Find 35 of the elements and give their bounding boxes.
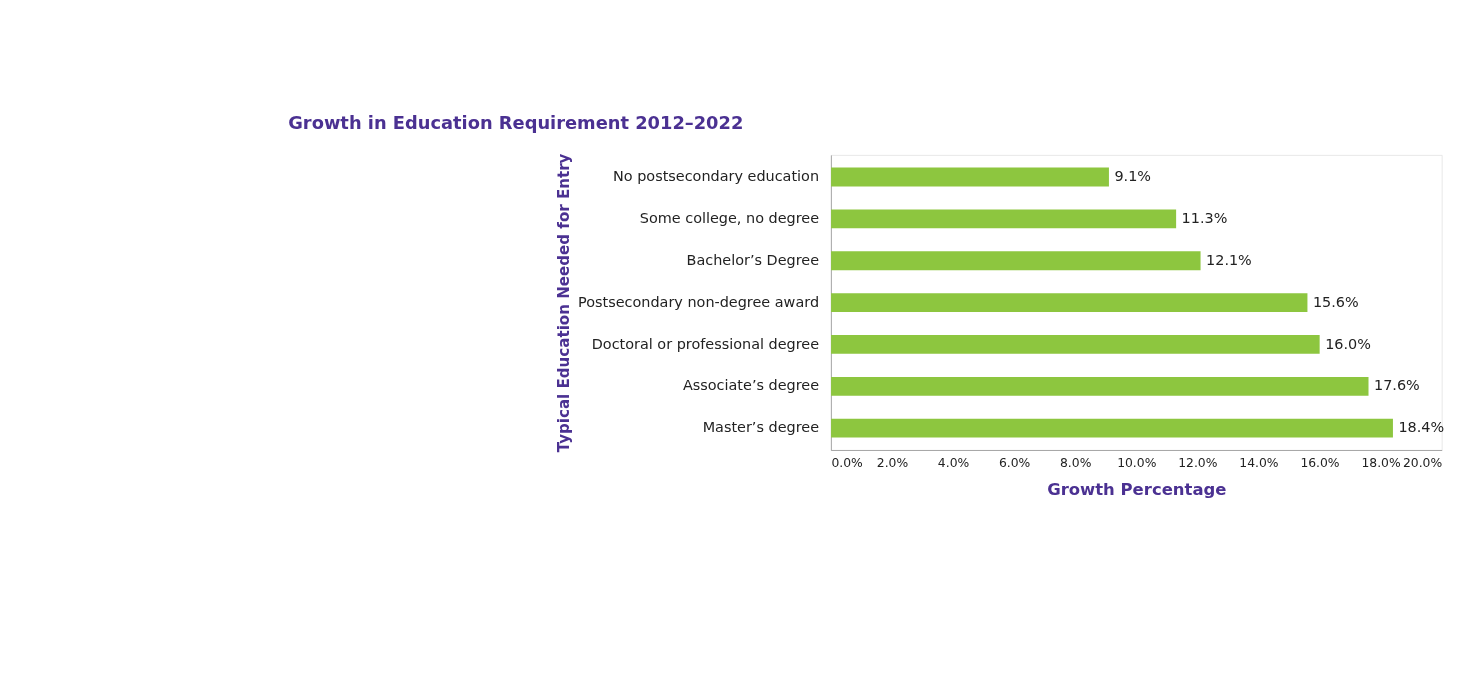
data-label: 9.1% [1114,168,1152,185]
x-tick-label: 2.0% [876,455,909,470]
y-tick-label: Postsecondary non-degree award [578,293,820,310]
y-tick-label: No postsecondary education [613,168,820,185]
bar [831,376,1369,396]
x-tick-label: 18.0% [1361,455,1401,470]
x-tick-label: 14.0% [1239,455,1279,470]
data-label: 17.6% [1374,377,1420,394]
x-tick-label: 0.0% [831,455,864,470]
text: Growth in Education Requirement 2012–2022 [288,112,744,134]
data-label: 15.6% [1312,293,1359,310]
x-tick-label: 10.0% [1117,455,1157,470]
y-axis-title: Typical Education Needed for Entry [554,153,573,453]
data-label: 16.0% [1325,335,1371,352]
y-tick-label: Bachelor’s Degree [686,251,820,268]
data-label: 12.1% [1206,251,1252,268]
y-tick-label: Master’s degree [702,419,820,436]
bar [831,293,1308,313]
bar [831,209,1177,229]
y-tick-label: Associate’s degree [682,377,820,394]
bar [831,335,1320,354]
y-tick-label: Some college, no degree [639,209,820,226]
x-axis-title: Growth Percentage [1047,480,1227,500]
bar [831,167,1109,187]
x-tick-label: 12.0% [1178,455,1218,470]
x-tick-label: 16.0% [1300,455,1340,470]
bar [831,251,1201,271]
x-tick-label: 6.0% [998,455,1031,470]
data-label: 11.3% [1181,209,1228,226]
data-label: 18.4% [1398,419,1445,436]
x-tick-label: 8.0% [1060,455,1092,470]
y-tick-label: Doctoral or professional degree [591,335,820,352]
x-tick-label: 20.0% [1402,455,1443,470]
bar [831,418,1393,438]
x-tick-label: 4.0% [937,455,970,470]
